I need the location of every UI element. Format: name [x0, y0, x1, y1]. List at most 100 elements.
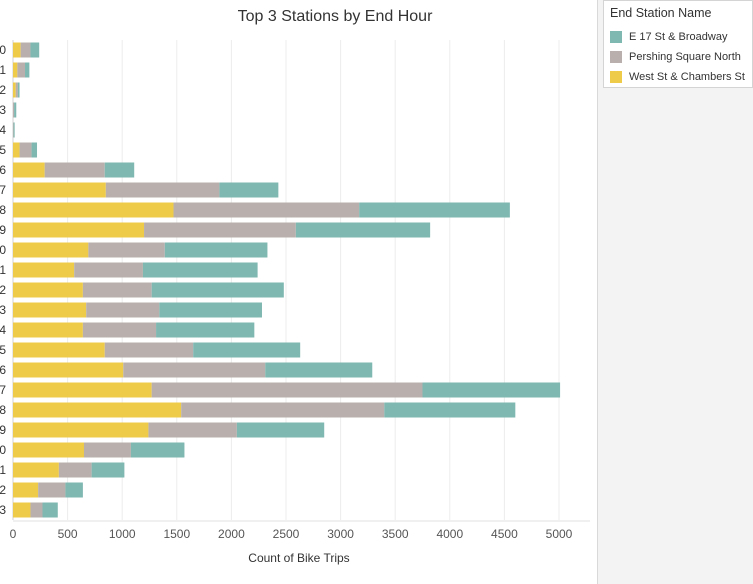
bar	[86, 302, 160, 318]
x-tick-label: 2500	[273, 527, 300, 541]
bar	[25, 62, 30, 78]
y-tick-label: 8	[0, 203, 6, 217]
y-tick-label: 6	[0, 363, 6, 377]
bar	[148, 422, 237, 438]
bar	[123, 362, 266, 378]
bar	[13, 322, 83, 338]
bar	[13, 202, 174, 218]
legend-swatch-e17	[610, 31, 622, 43]
chart-area: Top 3 Stations by End Hour 0 1 2 3 4 5 6 7 8 9 0 1 2…	[0, 8, 590, 565]
y-tick-label: 4	[0, 323, 6, 337]
y-tick-label: 1	[0, 463, 6, 477]
bar	[30, 42, 40, 58]
bar	[44, 162, 105, 178]
bar	[65, 482, 83, 498]
legend-item-pershing[interactable]: Pershing Square North	[610, 49, 741, 65]
y-tick-label: 5	[0, 143, 6, 157]
bar	[13, 402, 182, 418]
bar	[156, 322, 255, 338]
bar	[13, 462, 59, 478]
legend-panel: End Station Name E 17 St & Broadway Pers…	[597, 0, 753, 584]
x-tick-label: 4000	[436, 527, 463, 541]
bar	[15, 82, 18, 98]
x-tick-label: 500	[58, 527, 78, 541]
x-tick-label: 3500	[382, 527, 409, 541]
bar	[31, 142, 38, 158]
legend-title: End Station Name	[610, 6, 712, 20]
bar	[219, 182, 279, 198]
bar	[91, 462, 125, 478]
y-tick-label: 7	[0, 183, 6, 197]
bar	[30, 502, 43, 518]
x-tick-label: 5000	[546, 527, 573, 541]
bar	[13, 502, 31, 518]
legend-label: E 17 St & Broadway	[629, 31, 728, 43]
bar	[422, 382, 561, 398]
bar	[144, 222, 296, 238]
y-tick-label: 5	[0, 343, 6, 357]
x-tick-label: 1000	[109, 527, 136, 541]
bar	[13, 242, 89, 258]
bar	[17, 82, 20, 98]
bar	[13, 262, 75, 278]
legend-swatch-pershing	[610, 51, 622, 63]
y-tick-label: 7	[0, 383, 6, 397]
y-tick-label: 4	[0, 123, 6, 137]
bar	[295, 222, 431, 238]
bar	[193, 342, 301, 358]
bar	[181, 402, 385, 418]
bar	[19, 142, 32, 158]
bar	[17, 62, 26, 78]
bar	[13, 182, 106, 198]
y-tick-label: 2	[0, 283, 6, 297]
bar	[13, 422, 149, 438]
bar	[42, 502, 58, 518]
bar	[14, 102, 17, 118]
bar	[82, 282, 152, 298]
legend-item-west[interactable]: West St & Chambers St	[610, 69, 745, 85]
y-tick-label: 2	[0, 483, 6, 497]
bar	[130, 442, 185, 458]
bar	[13, 282, 83, 298]
legend[interactable]: End Station Name E 17 St & Broadway Pers…	[603, 0, 753, 88]
chart-title: Top 3 Stations by End Hour	[237, 8, 433, 25]
y-tick-label: 3	[0, 103, 6, 117]
x-tick-label: 0	[10, 527, 17, 541]
y-tick-label: 0	[0, 243, 6, 257]
bar	[13, 482, 39, 498]
bar	[82, 322, 157, 338]
legend-item-e17[interactable]: E 17 St & Broadway	[610, 29, 727, 45]
y-tick-label: 0	[0, 443, 6, 457]
y-tick-label: 9	[0, 423, 6, 437]
bar	[105, 182, 220, 198]
bar	[13, 222, 145, 238]
bar	[151, 382, 423, 398]
bar	[104, 342, 194, 358]
legend-swatch-west	[610, 71, 622, 83]
bar	[265, 362, 373, 378]
bar	[13, 122, 15, 138]
bar	[13, 122, 14, 138]
bar	[104, 162, 135, 178]
bar	[13, 62, 18, 78]
legend-label: West St & Chambers St	[629, 71, 745, 83]
y-tick-label: 1	[0, 263, 6, 277]
y-tick-label: 0	[0, 43, 6, 57]
bar	[164, 242, 268, 258]
bar	[142, 262, 258, 278]
bar	[151, 282, 284, 298]
x-tick-label: 3000	[327, 527, 354, 541]
bar	[38, 482, 66, 498]
bar	[13, 362, 124, 378]
bar	[58, 462, 92, 478]
bar	[20, 42, 31, 58]
bar	[13, 442, 84, 458]
x-tick-label: 2000	[218, 527, 245, 541]
y-tick-label: 8	[0, 403, 6, 417]
y-tick-label: 1	[0, 63, 6, 77]
x-tick-label: 1500	[163, 527, 190, 541]
bar	[13, 302, 87, 318]
legend-label: Pershing Square North	[629, 51, 741, 63]
y-tick-label: 6	[0, 163, 6, 177]
